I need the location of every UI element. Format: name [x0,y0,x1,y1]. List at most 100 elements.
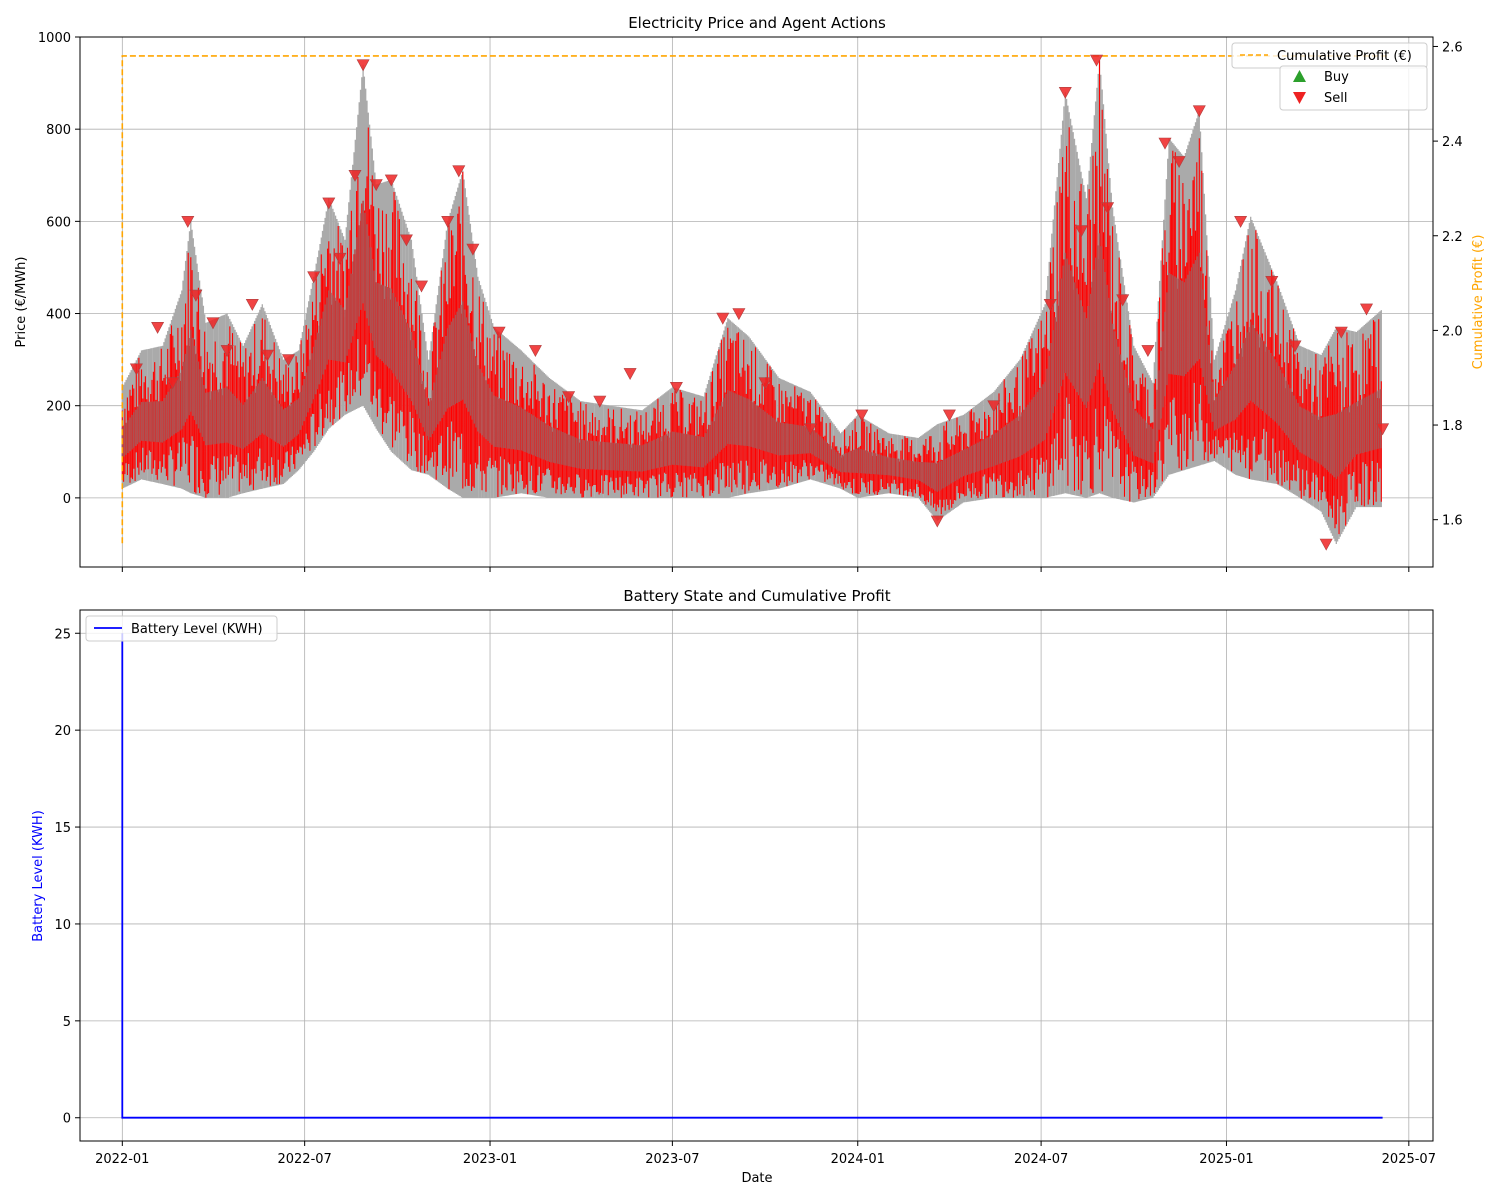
y-tick-label: 800 [46,123,71,138]
sell-marker [855,409,869,422]
sell-marker [348,170,362,182]
sell-marker [333,252,347,265]
right-tick-label: 2.0 [1442,324,1463,339]
price-x-ticks [121,567,1410,572]
sell-marker [1334,326,1348,339]
battery-series [121,633,1383,1119]
x-tick-label: 2024-07 [1014,1152,1068,1167]
right-tick-label: 2.2 [1442,230,1463,245]
y-tick-label: 25 [54,627,71,642]
actions-legend: Buy Sell [1279,65,1428,111]
sell-legend-label: Sell [1324,91,1347,106]
sell-marker [281,354,296,367]
sell-marker [441,216,455,228]
profit-legend: Cumulative Profit (€) [1231,42,1428,69]
sell-marker [1074,225,1088,238]
sell-marker [1116,294,1130,307]
sell-marker [245,299,259,311]
sell-marker [322,197,336,210]
sell-marker [1265,276,1279,288]
battery-y-label: Battery Level (KWH) [31,810,46,942]
sell-marker [758,377,772,390]
sell-marker [189,289,203,302]
sell-marker [1089,54,1104,67]
actions-legend-box [1279,65,1428,111]
price-axes-frame [79,36,1434,568]
price-chart-title: Electricity Price and Agent Actions [628,14,886,32]
right-tick-label: 2.4 [1442,135,1463,150]
sell-marker [399,234,413,247]
sell-marker [260,349,274,362]
sell-marker [1359,303,1374,316]
y-tick-label: 0 [63,1112,71,1127]
y-tick-label: 20 [54,724,71,739]
x-tick-label: 2022-01 [95,1152,149,1167]
y-tick-label: 15 [54,821,71,836]
buy-legend-label: Buy [1324,70,1349,85]
y-tick-label: 10 [54,918,71,933]
battery-line [121,633,1383,1119]
y-tick-label: 400 [46,308,71,323]
battery-x-label: Date [741,1171,772,1186]
sell-marker [669,382,683,394]
price-y-label: Price (€/MWh) [14,257,29,348]
sell-marker [466,243,480,256]
buy-legend-icon [1293,70,1306,82]
price-series [121,60,1382,544]
y-tick-label: 0 [63,492,71,507]
price-actions-panel: Electricity Price and Agent Actions 0 200… [14,14,1486,572]
battery-legend-box [85,615,278,642]
sell-marker [129,363,143,376]
sell-marker [220,345,234,358]
profit-legend-label: Cumulative Profit (€) [1277,49,1412,64]
sell-marker [942,409,956,422]
sell-marker [1158,137,1172,150]
x-tick-label: 2022-07 [277,1152,331,1167]
sell-marker [930,515,944,528]
sell-marker [716,312,730,325]
sell-marker [1043,299,1057,311]
sell-marker [206,317,220,330]
sell-marker [732,308,746,321]
sell-marker [623,368,637,381]
battery-chart-title: Battery State and Cumulative Profit [623,587,890,605]
x-tick-label: 2023-01 [463,1152,517,1167]
sell-marker [1319,538,1333,551]
sell-marker [1288,340,1302,353]
battery-y-ticks: 0 5 10 15 20 25 [54,627,80,1127]
y-tick-label: 200 [46,400,71,415]
x-tick-label: 2023-07 [645,1152,699,1167]
profit-series [121,55,1388,544]
sell-marker [452,165,466,178]
sell-marker [1192,105,1206,118]
battery-grid [80,610,1433,1141]
sell-marker [528,345,542,358]
battery-x-ticks: 2022-01 2022-07 2023-01 2023-07 2024-01 2024-… [95,1141,1436,1167]
x-tick-label: 2025-01 [1199,1152,1253,1167]
sell-marker [181,216,195,228]
sell-marker [562,391,576,404]
sell-marker [369,179,383,192]
battery-panel: Battery State and Cumulative Profit 0 5 10… [31,587,1436,1186]
sell-legend-icon [1293,92,1306,104]
right-tick-label: 1.8 [1442,419,1463,434]
price-y-ticks: 0 200 400 600 800 1000 [38,31,80,507]
sell-marker [987,400,1001,413]
profit-y-ticks: 1.6 1.8 2.0 2.2 2.4 2.6 [1433,40,1463,529]
y-tick-label: 600 [46,215,71,230]
battery-axes-frame [79,609,1434,1142]
sell-marker [492,326,506,339]
y-tick-label: 5 [63,1015,71,1030]
sell-marker [1172,156,1186,169]
x-tick-label: 2025-07 [1382,1152,1436,1167]
sell-marker [414,280,429,293]
right-tick-label: 1.6 [1442,514,1463,529]
sell-marker [384,174,398,187]
sell-markers [129,54,1390,551]
y-tick-label: 1000 [38,31,71,46]
sell-marker [593,395,607,408]
sell-marker [1376,423,1390,436]
sell-marker [1141,345,1155,358]
sell-marker [307,271,321,284]
